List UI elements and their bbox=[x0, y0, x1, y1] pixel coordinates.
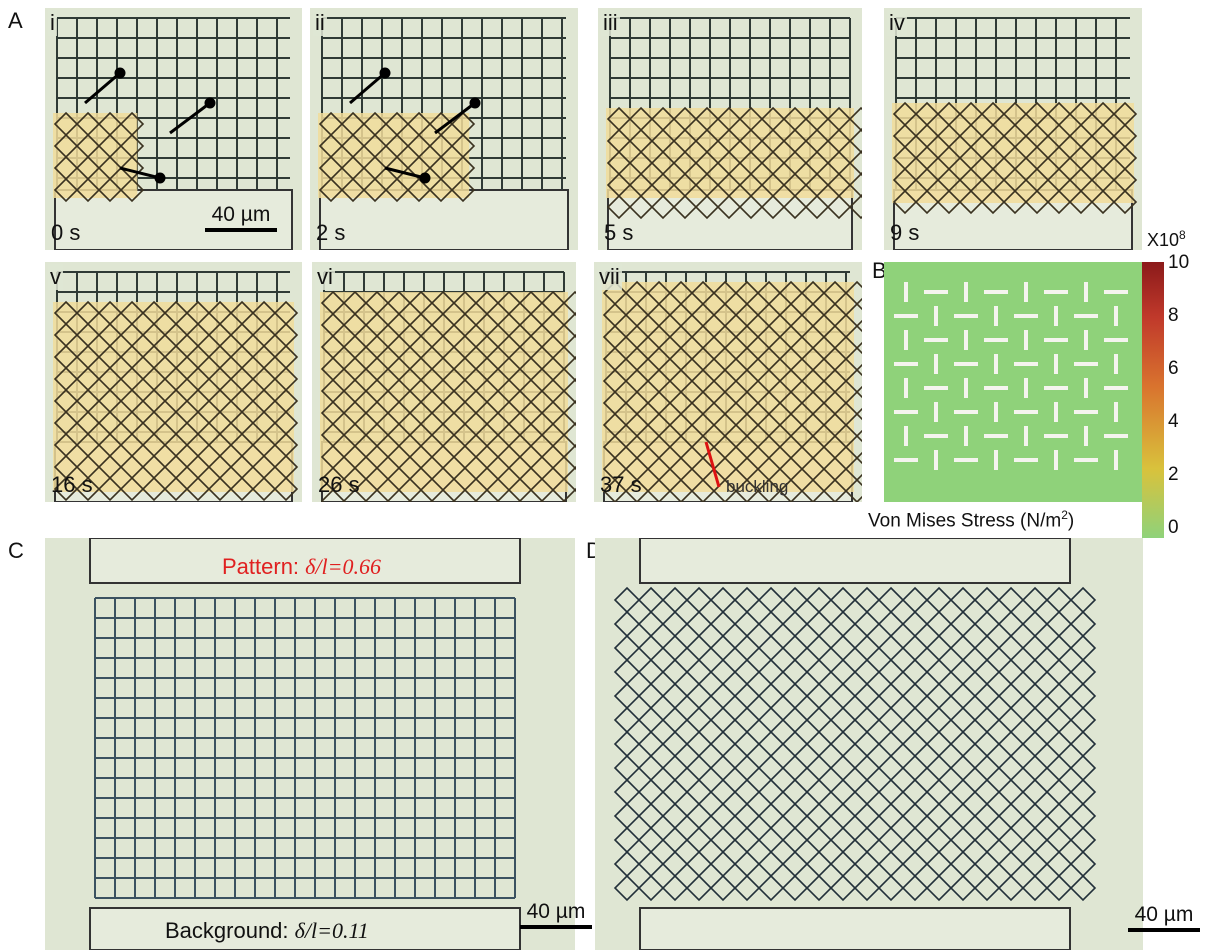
scale-bar: 40 µm bbox=[520, 900, 592, 929]
time-label: 0 s bbox=[51, 220, 80, 246]
annotation: buckling bbox=[726, 477, 788, 497]
label-text: Von Mises Stress (N/m bbox=[868, 510, 1061, 531]
label-exp: 2 bbox=[1061, 508, 1068, 522]
colorbar-tick: 6 bbox=[1168, 358, 1179, 380]
scale-bar: 40 µm bbox=[205, 203, 277, 232]
micrograph: vi 26 s bbox=[312, 262, 576, 502]
colorbar-tick: 0 bbox=[1168, 517, 1179, 539]
time-label: 5 s bbox=[604, 220, 633, 246]
colorbar-tick: 4 bbox=[1168, 411, 1179, 433]
frame-label: i bbox=[48, 10, 57, 36]
panel-label: C bbox=[8, 538, 24, 564]
prefix: Background: bbox=[165, 918, 295, 943]
scale-base: X10 bbox=[1147, 230, 1179, 250]
stress-map bbox=[884, 262, 1142, 502]
colorbar-tick: 10 bbox=[1168, 252, 1189, 274]
lattice bbox=[95, 598, 515, 898]
time-label: 37 s bbox=[600, 472, 642, 498]
formula: δ/l=0.66 bbox=[305, 554, 381, 579]
frame-label: vi bbox=[315, 264, 335, 290]
figure: A B C D X108 Von Mises Stress (N/m2) i0 … bbox=[0, 0, 1206, 950]
micrograph: iv 9 s bbox=[884, 8, 1142, 250]
frame-label: iv bbox=[887, 10, 907, 36]
time-label: 2 s bbox=[316, 220, 345, 246]
time-label: 9 s bbox=[890, 220, 919, 246]
frame-label: iii bbox=[601, 10, 620, 36]
slits bbox=[894, 282, 1128, 470]
colorbar-scale: X108 bbox=[1147, 228, 1186, 251]
frame-label: vii bbox=[597, 264, 622, 290]
label-text: ) bbox=[1068, 510, 1074, 531]
micrograph: vii 37 s buckling bbox=[594, 262, 862, 502]
background-label: Background: δ/l=0.11 bbox=[165, 918, 369, 944]
frame-label: v bbox=[48, 264, 63, 290]
time-label: 26 s bbox=[318, 472, 360, 498]
micrograph: ii 2 s bbox=[310, 8, 578, 250]
panel-label: A bbox=[8, 8, 23, 34]
micrograph bbox=[45, 538, 575, 950]
colorbar-tick: 2 bbox=[1168, 464, 1179, 486]
pattern-label: Pattern: δ/l=0.66 bbox=[222, 554, 381, 580]
scale-exp: 8 bbox=[1179, 228, 1186, 242]
scale-bar: 40 µm bbox=[1128, 903, 1200, 932]
frame-label: ii bbox=[313, 10, 327, 36]
formula: δ/l=0.11 bbox=[295, 918, 369, 943]
micrograph: iii 5 s bbox=[598, 8, 862, 250]
time-label: 16 s bbox=[51, 472, 93, 498]
colorbar bbox=[1142, 262, 1164, 538]
prefix: Pattern: bbox=[222, 554, 305, 579]
micrograph: v 16 s bbox=[45, 262, 302, 502]
colorbar-tick: 8 bbox=[1168, 305, 1179, 327]
rotated-units bbox=[615, 588, 1095, 900]
colorbar-label: Von Mises Stress (N/m2) bbox=[868, 508, 1074, 532]
micrograph bbox=[595, 538, 1143, 950]
